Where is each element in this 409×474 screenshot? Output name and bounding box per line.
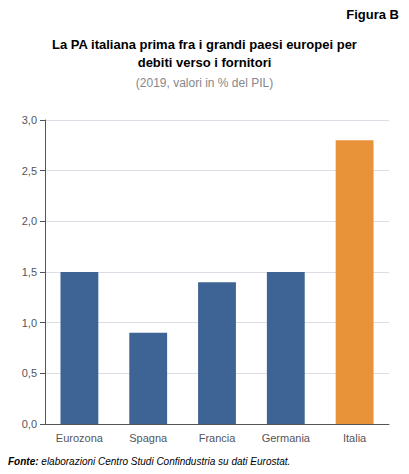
svg-text:Francia: Francia xyxy=(199,432,237,444)
svg-text:Germania: Germania xyxy=(262,432,311,444)
svg-text:(2019, valori in % del PIL): (2019, valori in % del PIL) xyxy=(136,76,273,90)
svg-text:La PA italiana prima fra i gra: La PA italiana prima fra i grandi paesi … xyxy=(52,37,357,52)
svg-text:0,0: 0,0 xyxy=(22,418,37,430)
svg-text:2,0: 2,0 xyxy=(22,215,37,227)
svg-text:2,5: 2,5 xyxy=(22,165,37,177)
svg-text:1,5: 1,5 xyxy=(22,266,37,278)
svg-text:debiti verso i fornitori: debiti verso i fornitori xyxy=(138,55,272,70)
svg-text:Italia: Italia xyxy=(343,432,367,444)
svg-text:elaborazioni Centro Studi Conf: elaborazioni Centro Studi Confindustria … xyxy=(39,456,291,467)
svg-text:3,0: 3,0 xyxy=(22,114,37,126)
svg-text:Eurozona: Eurozona xyxy=(56,432,104,444)
svg-text:Spagna: Spagna xyxy=(129,432,168,444)
svg-text:1,0: 1,0 xyxy=(22,317,37,329)
svg-text:Figura B: Figura B xyxy=(346,7,399,22)
svg-text:0,5: 0,5 xyxy=(22,367,37,379)
svg-text:Fonte:: Fonte: xyxy=(8,456,39,467)
